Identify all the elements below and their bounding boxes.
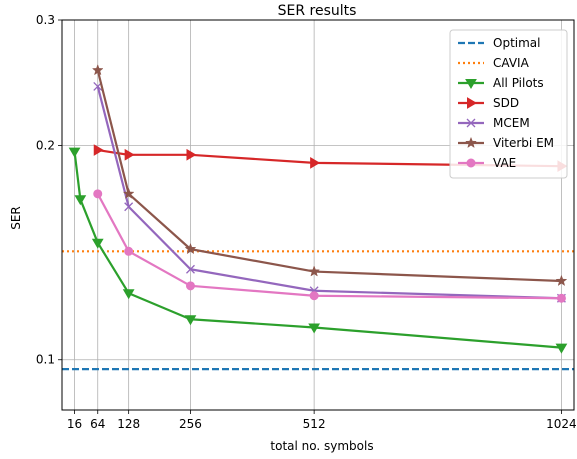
legend-item: All Pilots (458, 76, 544, 90)
data-point (93, 144, 104, 156)
data-point (184, 315, 197, 326)
y-axis-label: SER (9, 206, 23, 230)
legend-box (449, 29, 568, 179)
data-point (93, 189, 103, 199)
data-point (556, 293, 566, 303)
legend-item: Optimal (458, 36, 540, 50)
data-point (186, 148, 197, 161)
x-tick-label: 512 (303, 417, 326, 431)
data-point (308, 265, 321, 277)
x-axis-label: total no. symbols (270, 439, 373, 453)
data-point (310, 157, 321, 169)
data-point (124, 246, 134, 256)
series-viterbi-em (91, 64, 568, 287)
data-point (467, 97, 477, 109)
y-axis: 0.1 0.2 0.3 (36, 13, 62, 367)
data-point (309, 291, 319, 301)
data-point (124, 202, 134, 212)
x-tick-label: 1024 (546, 417, 577, 431)
legend-label: VAE (493, 156, 516, 170)
legend-label: MCEM (493, 116, 530, 130)
legend-item: MCEM (458, 116, 530, 130)
legend-item: Viterbi EM (458, 136, 554, 150)
legend-item: SDD (458, 96, 519, 110)
data-point (122, 187, 135, 199)
series-line (73, 151, 562, 349)
data-point (466, 118, 476, 128)
series-vae (93, 189, 566, 303)
x-tick-label: 128 (117, 417, 140, 431)
data-point (308, 323, 321, 334)
data-point (466, 158, 476, 168)
x-tick-label: 256 (179, 417, 202, 431)
legend-item: CAVIA (458, 56, 530, 70)
data-point (465, 79, 477, 89)
x-axis: 16 64 128 256 512 1024 (67, 410, 577, 431)
data-point (555, 343, 568, 354)
data-point (68, 147, 81, 158)
series-all-pilots (68, 147, 568, 354)
legend-label: SDD (493, 96, 519, 110)
data-point (74, 195, 87, 206)
legend-item: VAE (458, 156, 516, 170)
x-tick-label: 16 (67, 417, 82, 431)
data-point (185, 281, 195, 291)
legend: Optimal CAVIA All Pilots SDD MCEM Viterbi EM V… (449, 29, 568, 179)
chart-title: SER results (278, 3, 357, 19)
plot-frame (61, 19, 575, 411)
data-point (124, 148, 135, 161)
data-point (555, 274, 568, 287)
legend-label: CAVIA (493, 56, 530, 70)
legend-label: All Pilots (493, 76, 544, 90)
data-point (465, 136, 477, 149)
legend-label: Optimal (493, 36, 540, 50)
data-point (91, 238, 104, 249)
data-point (184, 242, 197, 255)
data-point (122, 289, 135, 300)
data-point (91, 64, 104, 76)
series-layer (62, 64, 574, 371)
x-tick-label: 64 (90, 417, 105, 431)
y-tick-label: 0.2 (36, 138, 55, 152)
data-point (186, 264, 195, 274)
y-tick-label: 0.3 (36, 13, 55, 27)
y-tick-label: 0.1 (36, 353, 55, 367)
legend-label: Viterbi EM (493, 136, 554, 150)
